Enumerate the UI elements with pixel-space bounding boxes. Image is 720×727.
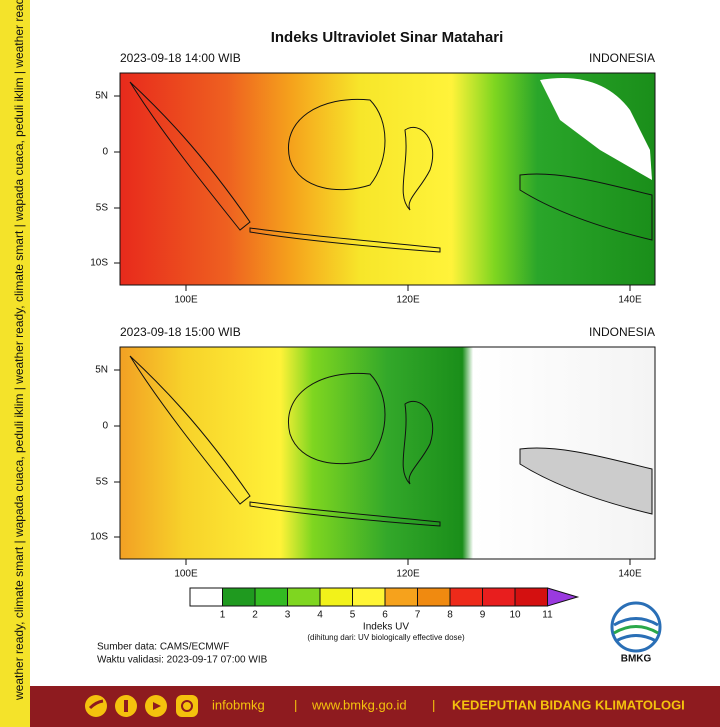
colorbar-label: 9 <box>480 610 486 621</box>
colorbar-label: 8 <box>447 610 453 621</box>
map-frame <box>119 346 656 560</box>
colorbar-label: 5 <box>350 610 356 621</box>
borneo <box>288 98 386 191</box>
source: Sumber data: CAMS/ECMWF <box>97 642 229 653</box>
colorbar: 1 2 3 4 5 6 7 8 9 10 11 <box>189 587 580 621</box>
papua <box>519 447 653 515</box>
footer-website: www.bmkg.go.id <box>311 697 407 712</box>
colorbar-swatch <box>384 587 418 607</box>
colorbar-label: 3 <box>285 610 291 621</box>
papua <box>519 173 653 241</box>
footer-separator: | <box>432 697 435 712</box>
footer-department: KEDEPUTIAN BIDANG KLIMATOLOGI <box>452 697 685 712</box>
panel-region: INDONESIA <box>589 51 655 65</box>
colorbar-swatch <box>417 587 451 607</box>
colorbar-label: 4 <box>317 610 323 621</box>
lat-label: 5S <box>96 477 109 488</box>
bmkg-logo <box>610 601 662 653</box>
sumatra <box>129 81 251 231</box>
colorbar-swatch <box>514 587 548 607</box>
colorbar-swatch <box>287 587 321 607</box>
footer-separator: | <box>294 697 297 712</box>
footer-handle: infobmkg <box>212 697 265 712</box>
sulawesi <box>402 401 434 485</box>
sulawesi <box>402 127 434 211</box>
sumatra <box>129 355 251 505</box>
colorbar-swatch <box>189 587 223 607</box>
java <box>249 501 441 527</box>
colorbar-label: 1 <box>220 610 226 621</box>
colorbar-label: 2 <box>252 610 258 621</box>
panel-region: INDONESIA <box>589 325 655 339</box>
validity: Waktu validasi: 2023-09-17 07:00 WIB <box>97 655 268 666</box>
colorbar-arrow <box>547 587 580 607</box>
borneo <box>288 372 386 465</box>
lon-label: 120E <box>396 569 420 580</box>
lon-label: 140E <box>618 569 642 580</box>
panel-time: 2023-09-18 15:00 WIB <box>120 325 241 339</box>
colorbar-note: (dihitung dari: UV biologically effectiv… <box>307 633 465 642</box>
lat-label: 5N <box>95 365 108 376</box>
social-icons <box>85 695 198 717</box>
colorbar-swatch <box>352 587 386 607</box>
logo-text: BMKG <box>621 654 652 665</box>
lon-label: 120E <box>396 295 420 306</box>
footer <box>30 686 720 727</box>
colorbar-swatch <box>254 587 288 607</box>
lon-label: 100E <box>174 569 198 580</box>
lon-label: 100E <box>174 295 198 306</box>
no-data <box>540 78 652 180</box>
colorbar-label: 7 <box>415 610 421 621</box>
map-panel <box>119 346 656 560</box>
java <box>249 227 441 253</box>
lat-label: 10S <box>90 258 108 269</box>
lat-label: 5N <box>95 91 108 102</box>
panel-time: 2023-09-18 14:00 WIB <box>120 51 241 65</box>
side-text: weather ready, climate smart | wapada cu… <box>12 0 26 701</box>
colorbar-swatch <box>222 587 256 607</box>
colorbar-label: 6 <box>382 610 388 621</box>
colorbar-swatch <box>449 587 483 607</box>
colorbar-swatch <box>319 587 353 607</box>
colorbar-swatch <box>482 587 516 607</box>
side-strip <box>0 0 30 727</box>
colorbar-title: Indeks UV <box>363 622 409 633</box>
map-panel <box>119 72 656 286</box>
colorbar-label: 10 <box>509 610 521 621</box>
map-frame <box>119 72 656 286</box>
lon-label: 140E <box>618 295 642 306</box>
lat-label: 10S <box>90 532 108 543</box>
lat-label: 5S <box>96 203 109 214</box>
colorbar-label: 11 <box>542 610 553 621</box>
title: Indeks Ultraviolet Sinar Matahari <box>271 29 504 46</box>
lat-label: 0 <box>102 147 108 158</box>
lat-label: 0 <box>102 421 108 432</box>
